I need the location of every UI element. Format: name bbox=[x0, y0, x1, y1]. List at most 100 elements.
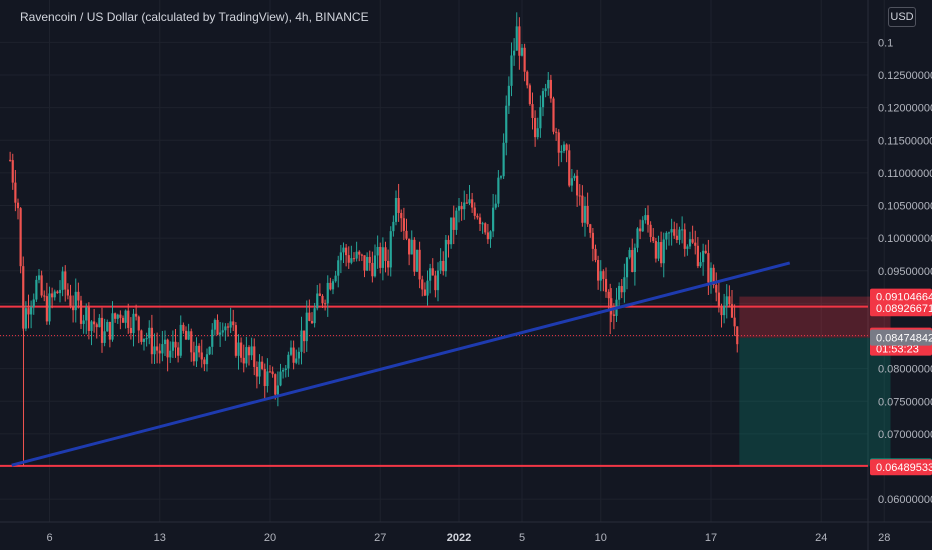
candle-body bbox=[515, 26, 518, 51]
candle-body bbox=[510, 55, 513, 86]
candle-body bbox=[324, 303, 327, 305]
candle-body bbox=[618, 286, 621, 300]
candle-body bbox=[702, 250, 705, 263]
y-tick-label: 0.10000000 bbox=[878, 233, 932, 245]
x-tick-label: 2022 bbox=[447, 532, 471, 544]
candle-body bbox=[27, 308, 30, 315]
candle-body bbox=[560, 151, 563, 153]
candle-body bbox=[150, 327, 153, 355]
candle-body bbox=[211, 329, 214, 347]
candle-body bbox=[704, 250, 707, 254]
candle-body bbox=[135, 313, 138, 317]
candle-body bbox=[66, 289, 69, 296]
candle-body bbox=[707, 253, 710, 283]
candles bbox=[9, 12, 739, 466]
y-tick-label: 0.10500000 bbox=[878, 201, 932, 213]
candle-body bbox=[82, 320, 85, 324]
candle-body bbox=[652, 236, 655, 241]
candle-body bbox=[279, 371, 282, 386]
candle-body bbox=[660, 242, 663, 264]
candle-body bbox=[30, 306, 33, 315]
x-tick-label: 5 bbox=[519, 532, 525, 544]
candle-body bbox=[124, 310, 127, 323]
candle-body bbox=[237, 342, 240, 356]
candle-body bbox=[715, 285, 718, 293]
candle-body bbox=[371, 262, 374, 277]
candle-body bbox=[534, 117, 537, 138]
candle-body bbox=[274, 374, 277, 395]
candle-body bbox=[384, 247, 387, 261]
candle-body bbox=[628, 250, 631, 258]
candle-body bbox=[633, 247, 636, 272]
candle-body bbox=[455, 210, 458, 230]
candle-body bbox=[363, 255, 366, 271]
currency-button[interactable]: USD bbox=[888, 7, 916, 27]
candle-body bbox=[675, 235, 678, 240]
candle-body bbox=[329, 282, 332, 290]
candle-body bbox=[665, 232, 668, 240]
candle-body bbox=[61, 271, 64, 290]
candle-body bbox=[247, 347, 251, 356]
candle-body bbox=[460, 206, 463, 210]
candle-body bbox=[452, 217, 455, 230]
candle-body bbox=[402, 218, 405, 231]
candle-body bbox=[203, 359, 206, 365]
candle-body bbox=[268, 371, 272, 373]
candle-body bbox=[589, 224, 592, 233]
y-tick-label: 0.11000000 bbox=[878, 168, 932, 180]
candle-body bbox=[436, 270, 440, 291]
candle-body bbox=[355, 251, 358, 259]
candle-body bbox=[253, 346, 256, 367]
candle-body bbox=[373, 255, 377, 277]
candle-body bbox=[405, 230, 408, 239]
candle-body bbox=[179, 324, 182, 356]
candle-body bbox=[583, 205, 587, 223]
candle-body bbox=[531, 104, 534, 118]
candle-body bbox=[379, 246, 382, 268]
candle-body bbox=[261, 361, 264, 369]
candle-body bbox=[43, 295, 46, 297]
candle-body bbox=[16, 202, 20, 209]
candle-body bbox=[213, 319, 216, 330]
candle-body bbox=[153, 346, 156, 355]
candle-body bbox=[347, 255, 350, 263]
candle-body bbox=[310, 320, 314, 324]
candle-body bbox=[182, 324, 185, 331]
candle-body bbox=[673, 229, 676, 236]
candle-body bbox=[607, 291, 610, 299]
candle-body bbox=[620, 286, 623, 293]
candle-body bbox=[14, 182, 17, 203]
candle-body bbox=[528, 85, 531, 105]
candle-body bbox=[229, 321, 232, 328]
candle-body bbox=[497, 177, 500, 204]
candle-body bbox=[142, 338, 146, 342]
candle-body bbox=[303, 330, 306, 342]
candle-body bbox=[245, 347, 248, 364]
candle-body bbox=[463, 202, 466, 210]
candle-body bbox=[266, 371, 269, 387]
candle-body bbox=[24, 308, 27, 329]
candle-body bbox=[505, 105, 508, 143]
chart-title: Ravencoin / US Dollar (calculated by Tra… bbox=[20, 10, 369, 24]
candle-body bbox=[376, 246, 379, 256]
candle-body bbox=[121, 317, 125, 323]
candle-body bbox=[612, 314, 615, 316]
candle-body bbox=[103, 331, 106, 343]
candle-body bbox=[187, 331, 190, 340]
candle-body bbox=[696, 245, 699, 267]
candle-body bbox=[392, 221, 395, 232]
candle-body bbox=[282, 369, 285, 372]
candle-body bbox=[709, 267, 713, 283]
candle-body bbox=[681, 229, 684, 231]
candle-body bbox=[90, 321, 93, 331]
candle-body bbox=[100, 317, 104, 343]
candle-body bbox=[98, 317, 101, 328]
candle-body bbox=[481, 223, 484, 225]
candle-body bbox=[423, 289, 426, 296]
candle-body bbox=[127, 310, 130, 328]
candle-body bbox=[219, 332, 222, 335]
candle-body bbox=[77, 291, 80, 301]
candle-body bbox=[216, 319, 219, 335]
